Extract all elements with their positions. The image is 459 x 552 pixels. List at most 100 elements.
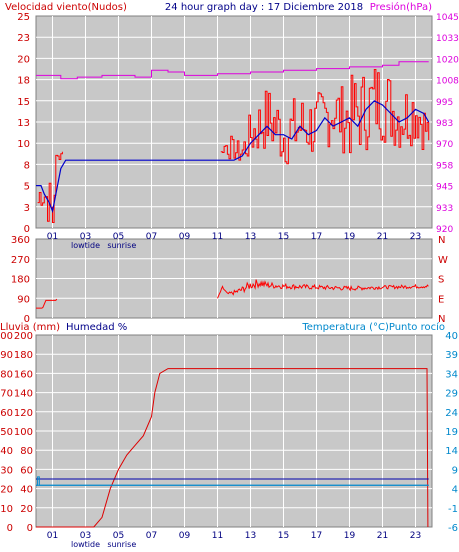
- hour-label-21: 21: [377, 531, 388, 541]
- hour-label-11: 11: [212, 531, 223, 541]
- dewpoint-line: [36, 476, 429, 486]
- rain-label: Lluvia (mm): [0, 322, 60, 333]
- humidity-label: Humedad %: [66, 322, 127, 333]
- direction-axis-tick-1: 90: [17, 294, 30, 305]
- temperature-label: Temperatura (°C)Punto rocío: [301, 321, 445, 333]
- temperature-axis-tick-6: 24: [445, 408, 458, 419]
- rain-axis-2-tick-9: 180: [14, 350, 33, 361]
- temperature-axis-tick-5: 19: [445, 427, 458, 438]
- rain-axis-tick-5: 50: [0, 427, 13, 438]
- wind-axis-tick-2: 5: [24, 182, 30, 193]
- hour-label-05: 05: [113, 531, 124, 541]
- wind-axis-tick-9: 23: [17, 33, 30, 44]
- rain-axis-2-tick-3: 60: [20, 465, 33, 476]
- wind-axis-tick-3: 8: [24, 160, 30, 171]
- direction-line: [36, 279, 429, 309]
- hour-label-23: 23: [410, 232, 421, 242]
- pressure-axis-tick-6: 995: [436, 98, 453, 108]
- pressure-axis-tick-9: 1033: [436, 34, 459, 44]
- hour-label-03: 03: [80, 531, 91, 541]
- rain-axis-tick-1: 10: [0, 504, 13, 515]
- wind_speed-line: [37, 69, 430, 223]
- wind-axis-tick-6: 15: [17, 97, 30, 108]
- hour-label-09: 09: [179, 531, 191, 541]
- compass-axis-tick-2: S: [438, 275, 444, 286]
- hour-label-15: 15: [278, 531, 289, 541]
- compass-axis-tick-0: N: [438, 314, 445, 325]
- rain-axis-tick-7: 70: [0, 389, 13, 400]
- rain-axis-tick-6: 60: [0, 408, 13, 419]
- pressure-axis-tick-3: 958: [436, 161, 453, 171]
- compass-axis-tick-4: N: [438, 235, 445, 246]
- temperature-axis-tick-7: 29: [445, 389, 458, 400]
- hour-label-15: 15: [278, 232, 289, 242]
- series: [36, 61, 430, 528]
- pressure-axis-tick-4: 970: [436, 140, 453, 150]
- temperature-axis-tick-0: -6: [448, 523, 458, 534]
- pressure-label: Presión(hPa): [370, 1, 432, 13]
- labels: 0358101315182023259209339459589709839951…: [0, 12, 459, 549]
- temperature-axis-tick-9: 39: [445, 350, 458, 361]
- hour-label-01: 01: [47, 531, 58, 541]
- rain-axis-2-tick-8: 160: [14, 369, 33, 380]
- hour-label-05: 05: [113, 232, 124, 242]
- lowtide-label: lowtide: [71, 241, 100, 250]
- hour-label-17: 17: [311, 531, 322, 541]
- temperature-axis-tick-8: 34: [445, 369, 458, 380]
- hour-label-03: 03: [80, 232, 91, 242]
- rain-axis-tick-0: 0: [7, 523, 13, 534]
- rain-axis-2-tick-0: 0: [27, 523, 33, 534]
- wind-axis-tick-1: 3: [24, 203, 30, 214]
- rain-axis-2-tick-4: 80: [20, 446, 33, 457]
- direction-axis-tick-0: 0: [24, 314, 30, 325]
- hour-label-09: 09: [179, 232, 191, 242]
- hour-label-11: 11: [212, 232, 223, 242]
- hour-label-19: 19: [344, 531, 356, 541]
- rain-axis-tick-4: 40: [0, 446, 13, 457]
- sunrise-label: sunrise: [107, 241, 136, 250]
- hour-label-13: 13: [245, 232, 256, 242]
- rain-axis-2-tick-6: 120: [14, 408, 33, 419]
- wind-speed-label: Velocidad viento(Nudos): [5, 2, 127, 13]
- wind_avg-line: [36, 100, 430, 214]
- temperature-axis-tick-3: 9: [452, 465, 458, 476]
- compass-axis-tick-1: E: [438, 294, 444, 305]
- hour-label-07: 07: [146, 232, 157, 242]
- hour-label-17: 17: [311, 232, 322, 242]
- temperature-axis-tick-1: -1: [448, 504, 458, 515]
- pressure-axis-tick-5: 983: [436, 119, 453, 129]
- pressure-axis-tick-7: 1008: [436, 77, 459, 87]
- direction-axis-tick-4: 360: [11, 235, 30, 246]
- rain-axis-2-tick-2: 40: [20, 485, 33, 496]
- rain-axis-2-tick-1: 20: [20, 504, 33, 515]
- wind-axis-tick-7: 18: [17, 76, 30, 87]
- hour-label-01: 01: [47, 232, 58, 242]
- temperature-axis-tick-10: 40: [445, 331, 458, 342]
- temperature-axis-tick-4: 14: [445, 446, 458, 457]
- rain-axis-2-tick-10: 200: [14, 331, 33, 342]
- hour-label-07: 07: [146, 531, 157, 541]
- hour-label-21: 21: [377, 232, 388, 242]
- wind-axis-tick-10: 25: [17, 12, 30, 23]
- compass-axis-tick-3: W: [438, 255, 448, 266]
- pressure-axis-tick-2: 945: [436, 183, 453, 193]
- direction-axis-tick-3: 270: [11, 255, 30, 266]
- temperature-axis-tick-2: 4: [452, 485, 458, 496]
- rain-axis-2-tick-7: 140: [14, 389, 33, 400]
- rain-axis-tick-2: 20: [0, 485, 13, 496]
- wind-axis-tick-8: 20: [17, 54, 30, 65]
- pressure-axis-tick-8: 1020: [436, 55, 459, 65]
- chart-title: 24 hour graph day : 17 Diciembre 2018: [165, 2, 363, 13]
- rain-axis-tick-3: 30: [0, 465, 13, 476]
- hour-label-23: 23: [410, 531, 421, 541]
- wind-axis-tick-5: 13: [17, 118, 30, 129]
- pressure-axis-tick-10: 1045: [436, 13, 459, 23]
- hour-label-19: 19: [344, 232, 356, 242]
- pressure-axis-tick-1: 933: [436, 204, 453, 214]
- sunrise-label: sunrise: [107, 540, 136, 549]
- rain-line: [36, 368, 429, 528]
- rain-axis-2-tick-5: 100: [14, 427, 33, 438]
- pressure-line: [36, 61, 429, 80]
- hour-label-13: 13: [245, 531, 256, 541]
